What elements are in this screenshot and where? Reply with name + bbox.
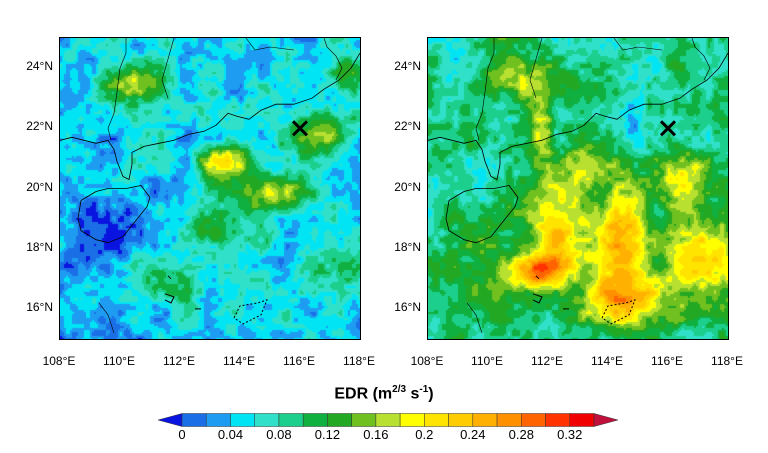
province-border (245, 37, 295, 51)
colorbar-box (472, 413, 498, 427)
lat-tick-label: 20°N (394, 179, 421, 194)
island-outline (167, 275, 172, 280)
colorbar-box (327, 413, 352, 427)
colorbar (158, 413, 618, 427)
colorbar-tick-label: 0.08 (266, 427, 292, 442)
lon-tick-label: 110°E (103, 354, 135, 368)
colorbar-title: EDR (m2/3 s-1) (334, 384, 434, 403)
province-border (161, 37, 175, 99)
colorbar-tick-label: 0.16 (363, 427, 389, 442)
colorbar-tick-label: 0.24 (460, 427, 486, 442)
colorbar-box (302, 413, 328, 427)
colorbar-box (496, 413, 522, 427)
coastline-hainan (77, 185, 151, 244)
island-outline (535, 275, 540, 280)
coastline-hainan (445, 185, 519, 244)
colorbar-box (254, 413, 280, 427)
colorbar-box (424, 413, 449, 427)
island-outline (164, 293, 175, 304)
province-border (323, 37, 343, 81)
colorbar-tick-label: 0.12 (314, 427, 341, 442)
colorbar-box (545, 413, 571, 427)
colorbar-box (448, 413, 474, 427)
lon-tick-label: 112°E (163, 354, 195, 368)
coastline-overlay-left (59, 37, 361, 334)
colorbar-box (569, 413, 595, 427)
lon-tick-label: 108°E (42, 354, 76, 368)
location-marker-x (291, 120, 309, 137)
lat-tick-label: 20°N (26, 179, 53, 194)
lat-tick-label: 18°N (394, 239, 421, 254)
lat-tick-label: 18°N (26, 239, 53, 254)
coastline-overlay-right (427, 37, 729, 334)
colorbar-over-triangle (593, 413, 618, 427)
lat-tick-label: 24°N (394, 59, 421, 74)
island-outline (601, 299, 636, 325)
island-outline (233, 299, 268, 325)
lat-tick-label: 22°N (394, 119, 421, 134)
province-border (613, 37, 663, 51)
colorbar-under-triangle (158, 413, 183, 427)
coastline-mainland (59, 52, 361, 181)
province-border (475, 38, 495, 141)
colorbar-box (521, 413, 546, 427)
colorbar-box (399, 413, 425, 427)
colorbar-box (181, 413, 207, 427)
boundary-arc (98, 302, 115, 334)
boundary-arc (466, 302, 483, 334)
lon-tick-label: 108°E (410, 354, 444, 368)
location-marker-x (659, 120, 677, 137)
map-panel-right (427, 37, 729, 340)
lon-tick-label: 114°E (223, 354, 255, 368)
lat-tick-label: 22°N (26, 119, 53, 134)
lon-tick-label: 114°E (591, 354, 623, 368)
colorbar-box (205, 413, 231, 427)
lon-tick-label: 116°E (651, 354, 683, 368)
colorbar-tick-label: 0.28 (508, 427, 534, 442)
coastline-mainland (427, 52, 729, 181)
lon-tick-label: 110°E (471, 354, 503, 368)
colorbar-tick-label: 0.04 (217, 427, 244, 442)
colorbar-box (351, 413, 377, 427)
lat-tick-label: 16°N (26, 299, 53, 314)
province-border (107, 38, 127, 141)
colorbar-box (375, 413, 401, 427)
colorbar-tick-label: 0.32 (557, 427, 583, 442)
colorbar-tick-label: 0 (178, 427, 186, 442)
colorbar-tick-label: 0.2 (415, 427, 434, 442)
province-border (691, 37, 711, 81)
lat-tick-label: 16°N (394, 299, 421, 314)
province-border (529, 37, 543, 99)
lon-tick-label: 118°E (711, 354, 743, 368)
colorbar-box (230, 413, 255, 427)
lon-tick-label: 116°E (283, 354, 315, 368)
lon-tick-label: 118°E (343, 354, 375, 368)
lat-tick-label: 24°N (26, 59, 53, 74)
island-outline (532, 293, 543, 304)
map-panel-left (59, 37, 361, 340)
lon-tick-label: 112°E (531, 354, 563, 368)
colorbar-box (278, 413, 304, 427)
